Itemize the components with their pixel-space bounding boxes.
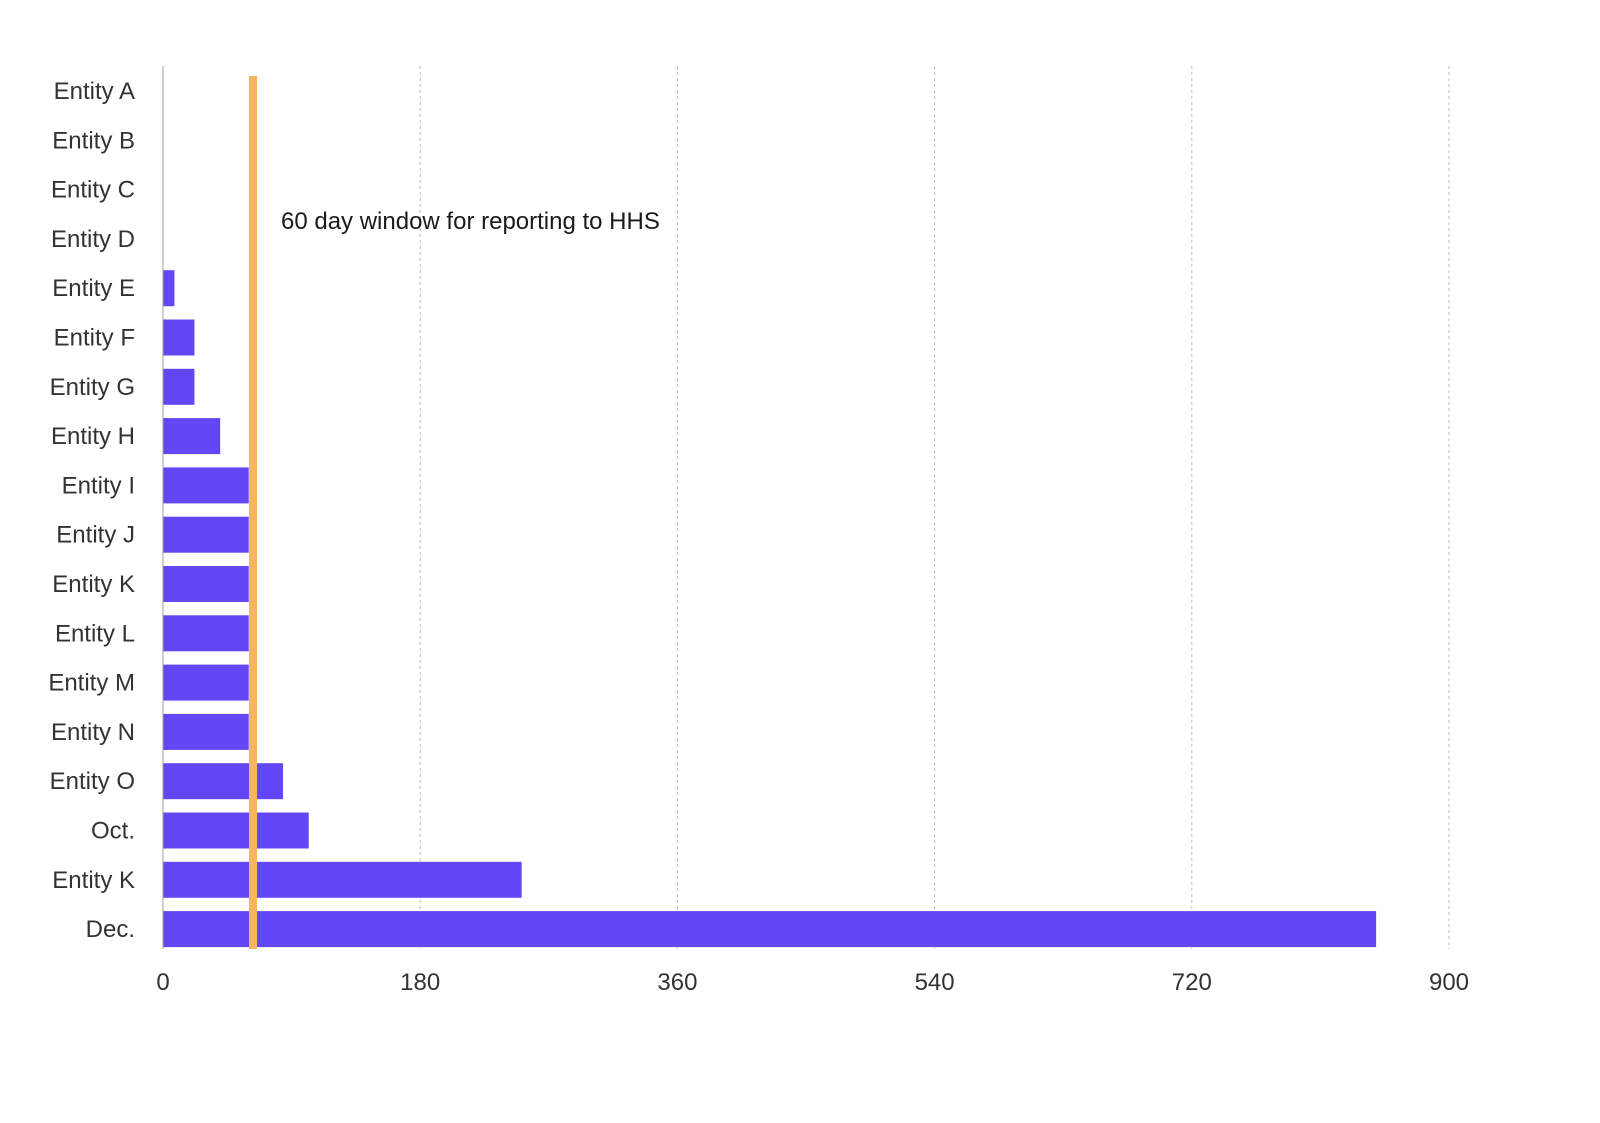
category-label: Entity E xyxy=(52,275,135,302)
category-label: Entity M xyxy=(48,670,135,697)
x-tick-label: 180 xyxy=(400,969,440,996)
bar xyxy=(163,566,249,602)
category-label: Entity A xyxy=(54,78,135,105)
x-tick-label: 0 xyxy=(156,969,169,996)
category-label: Entity J xyxy=(56,522,135,549)
x-tick-label: 360 xyxy=(657,969,697,996)
category-label: Entity O xyxy=(50,768,135,795)
category-label: Oct. xyxy=(91,818,135,845)
x-tick-label: 540 xyxy=(915,969,955,996)
category-label: Entity D xyxy=(51,226,135,253)
category-label: Entity H xyxy=(51,423,135,450)
category-label: Entity K xyxy=(52,867,135,894)
bar xyxy=(163,368,195,405)
category-label: Entity C xyxy=(51,177,135,204)
bar xyxy=(163,467,249,504)
bar xyxy=(163,418,221,455)
category-labels: Entity A Entity B Entity C Entity D Entity E… xyxy=(48,78,135,943)
category-label: Entity N xyxy=(51,719,135,746)
category-label: Entity B xyxy=(52,127,135,154)
category-label: Entity L xyxy=(55,620,135,647)
bar xyxy=(163,516,249,553)
x-tick-label: 720 xyxy=(1172,969,1212,996)
reference-line-annotation: 60 day window for reporting to HHS xyxy=(281,208,660,235)
bar xyxy=(163,664,249,701)
bar xyxy=(163,615,249,652)
category-label: Entity I xyxy=(62,472,135,499)
bar xyxy=(163,911,1377,948)
category-label: Dec. xyxy=(86,916,135,943)
category-label: Entity K xyxy=(52,571,135,598)
category-label: Entity G xyxy=(50,374,135,401)
x-tick-label: 900 xyxy=(1429,969,1469,996)
bar xyxy=(163,713,249,750)
bar xyxy=(163,812,309,849)
bar xyxy=(163,763,284,800)
grid-lines xyxy=(419,66,1450,949)
x-tick-labels: 0 180 360 540 720 900 xyxy=(156,969,1469,996)
bar xyxy=(163,861,522,898)
category-label: Entity F xyxy=(54,325,135,352)
bar xyxy=(163,270,175,307)
bars xyxy=(163,270,1377,948)
bar xyxy=(163,319,195,356)
